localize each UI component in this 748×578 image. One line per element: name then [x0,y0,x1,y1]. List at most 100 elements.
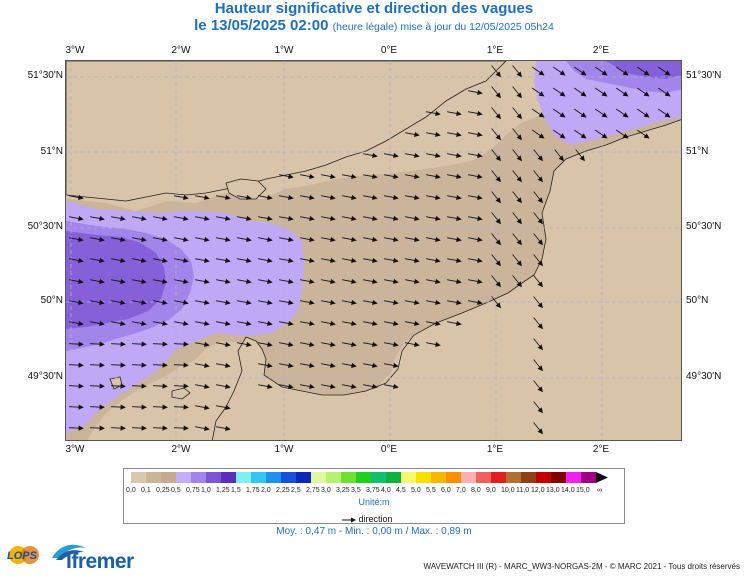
direction-arrow-head [162,320,168,327]
legend-label: 0,0 [126,487,136,494]
direction-arrow-head [414,257,420,264]
direction-arrow-head [330,362,336,369]
wave-direction-arrows [68,65,671,435]
direction-arrow-head [141,299,147,306]
direction-arrow-head [330,320,336,327]
direction-arrow-head [580,133,587,139]
direction-arrow-head [225,383,231,390]
lon-tick-top: 0°E [380,45,398,56]
legend-swatch [491,472,506,483]
legend-label: 2,0 [261,487,271,494]
direction-arrow-head [351,299,357,306]
direction-arrow-head [456,194,462,201]
unit-label: Unité:m [358,497,390,507]
direction-arrow-head [225,278,231,285]
direction-arrow-head [78,404,84,410]
direction-arrow-head [414,215,420,222]
direction-arrow-head [288,362,294,369]
direction-arrow-head [183,257,189,264]
legend-label: 0,75 [186,487,200,494]
isle-of-wight [225,178,267,200]
lon-tick-bottom: 2°W [171,444,191,455]
direction-arrow-head [120,362,126,368]
direction-arrow-head [393,173,399,180]
direction-arrow-head [99,425,105,431]
direction-arrow-head [477,152,483,159]
direction-arrow-head [537,344,543,351]
direction-arrow-head [516,197,522,204]
direction-arrow-head [393,341,399,348]
direction-arrow-head [330,173,336,180]
credits: WAVEWATCH III (R) - MARC_WW3-NORGAS-2M -… [423,562,740,571]
lat-tick-left: 51°30'N [27,70,63,81]
direction-legend: direction [342,514,393,524]
direction-arrow-head [330,215,336,222]
direction-arrow-head [309,173,315,180]
direction-arrow-head [204,425,210,432]
direction-arrow-head [120,236,126,243]
direction-arrow-head [204,236,210,243]
direction-arrow-head [288,278,294,285]
direction-arrow-head [99,383,105,389]
direction-arrow-head [162,341,168,347]
direction-arrow-head [495,260,501,267]
legend-swatch [341,472,356,483]
direction-arrow-head [456,236,462,243]
direction-arrow-head [141,404,147,410]
direction-arrow-head [183,194,189,201]
lon-tick-top: 2°W [171,45,191,56]
legend-label: 3,5 [351,487,361,494]
direction-arrow-head [414,320,420,327]
legend-label: 2,25 [276,487,290,494]
lon-tick-bottom: 3°W [65,444,85,455]
lops-logo-mark: LOPS [7,546,39,564]
direction-arrow-head [601,133,608,139]
legend-overflow-arrow [596,472,608,483]
direction-arrow-head [372,320,378,327]
direction-arrow-head [495,134,501,141]
direction-arrow-head [120,320,126,327]
direction-arrow-head [246,278,252,285]
legend-label: 0,1 [141,487,151,494]
direction-arrow-head [183,383,189,389]
direction-arrow-head [99,236,105,243]
direction-arrow-head [246,341,252,348]
direction-arrow-head [330,194,336,201]
direction-arrow-head [414,131,420,138]
legend-swatch [401,472,416,483]
direction-arrow-head [246,299,252,306]
direction-arrow-head [372,362,378,369]
direction-arrow-head [78,425,84,431]
statistics-line: Moy. : 0,47 m - Min. : 0,00 m / Max. : 0… [276,526,472,537]
direction-arrow-head [456,152,462,159]
direction-arrow-head [120,215,126,222]
direction-arrow-head [162,362,168,368]
direction-arrow-head [477,110,483,117]
legend-label: 1,25 [216,487,230,494]
direction-arrow-head [351,341,357,348]
direction-arrow-head [477,215,483,222]
direction-arrow-head [267,299,273,306]
direction-arrow-head [372,236,378,243]
direction-arrow-head [538,112,545,118]
direction-arrow-head [393,383,399,390]
direction-arrow-head [664,112,671,118]
direction-arrow-head [120,257,126,264]
direction-arrow-head [204,257,210,264]
direction-arrow-head [309,236,315,243]
direction-arrow-head [414,278,420,285]
direction-arrow-head [393,152,399,159]
direction-arrow-head [141,341,147,347]
direction-arrow-head [516,113,522,120]
direction-arrow-head [204,194,210,201]
direction-arrow-head [559,112,566,118]
direction-arrow-head [225,236,231,243]
legend-label: 0,5 [171,487,181,494]
lon-tick-top: 1°W [274,45,294,56]
direction-arrow-head [495,71,501,78]
direction-arrow-head [393,194,399,201]
legend-label: 1,5 [231,487,241,494]
legend-swatch [311,472,326,483]
direction-arrow-head [393,320,399,327]
direction-arrow-head [120,383,126,389]
